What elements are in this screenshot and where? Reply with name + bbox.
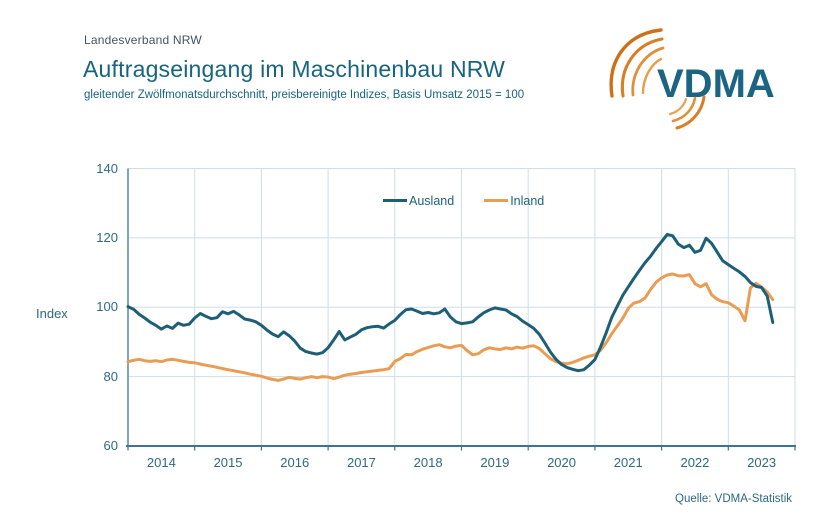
- inland-line: [126, 272, 775, 382]
- y-axis-title: Index: [36, 306, 68, 321]
- legend: Ausland Inland: [383, 193, 544, 208]
- x-tick-label: 2020: [547, 455, 576, 470]
- y-tick-label: 100: [96, 299, 118, 315]
- vdma-logo-arcs-icon: [609, 28, 665, 98]
- x-tick-label: 2018: [413, 455, 443, 470]
- ausland-line-swatch-icon: [383, 199, 407, 202]
- y-tick-label: 140: [96, 160, 118, 176]
- x-tick-label: 2017: [346, 455, 376, 470]
- x-tick-label: 2016: [280, 455, 310, 470]
- x-tick-label: 2019: [480, 455, 510, 470]
- legend-label-inland: Inland: [510, 193, 545, 208]
- legend-label-ausland: Ausland: [409, 193, 455, 208]
- vdma-logo-swoosh-icon: [668, 95, 706, 130]
- x-tick-label: 2015: [213, 455, 243, 470]
- page-title: Auftragseingang im Maschinenbau NRW: [83, 56, 506, 82]
- x-tick-label: 2022: [680, 455, 710, 470]
- org-label: Landesverband NRW: [84, 33, 202, 47]
- y-tick-label: 120: [96, 229, 118, 245]
- page-subtitle: gleitender Zwölfmonatsdurchschnitt, prei…: [84, 89, 525, 101]
- x-tick-label: 2021: [613, 455, 643, 470]
- source-label: Quelle: VDMA-Statistik: [675, 493, 792, 505]
- vdma-logo: VDMA: [609, 28, 775, 130]
- legend-item-inland: Inland: [484, 193, 544, 208]
- y-tick-label: 60: [103, 438, 118, 453]
- x-tick-label: 2023: [747, 455, 777, 470]
- ausland-line: [126, 232, 775, 373]
- vdma-logo-text: VDMA: [657, 62, 775, 106]
- inland-line-swatch-icon: [484, 199, 509, 202]
- x-tick-label: 2014: [146, 455, 176, 470]
- legend-item-ausland: Ausland: [383, 193, 454, 208]
- y-tick-label: 80: [103, 368, 118, 384]
